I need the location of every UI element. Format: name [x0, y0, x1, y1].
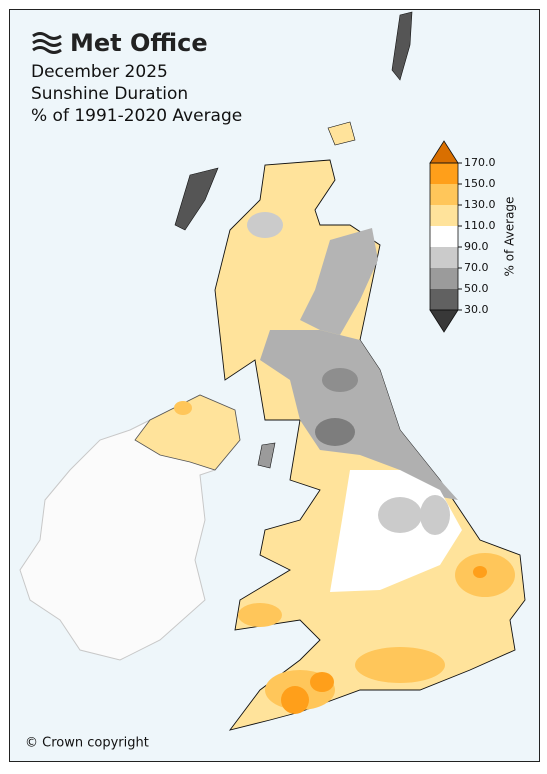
region: [260, 330, 458, 500]
isle-of-man: [257, 442, 276, 469]
region: [355, 647, 445, 683]
region: [315, 418, 355, 446]
region: [247, 212, 283, 238]
colorbar-label: % of Average: [503, 197, 517, 277]
colorbar-tick-label: 110.0: [464, 219, 496, 232]
colorbar-tick-label: 90.0: [464, 240, 489, 253]
colorbar-tick-label: 30.0: [464, 303, 489, 316]
colorbar-tick-label: 70.0: [464, 261, 489, 274]
colorbar-segment: [430, 226, 458, 247]
colorbar-tick-label: 130.0: [464, 198, 496, 211]
region: [420, 495, 450, 535]
logo-mark: [32, 32, 62, 54]
title-line: % of 1991-2020 Average: [31, 106, 242, 126]
title-line: Sunshine Duration: [31, 84, 188, 104]
colorbar-segment: [430, 247, 458, 268]
logo: Met Office: [70, 29, 208, 57]
region: [174, 401, 192, 415]
shetland: [391, 11, 413, 81]
colorbar-tick-label: 150.0: [464, 177, 496, 190]
region: [238, 603, 282, 627]
colorbar-segment: [430, 205, 458, 226]
colorbar-segment: [430, 289, 458, 310]
region: [378, 497, 422, 533]
orkney: [327, 121, 356, 146]
colorbar-tick-label: 170.0: [464, 156, 496, 169]
region: [473, 566, 487, 578]
copyright: © Crown copyright: [25, 736, 149, 751]
region: [322, 368, 358, 392]
colorbar-frame: [429, 162, 459, 311]
title-line: December 2025: [31, 62, 168, 82]
region: [281, 686, 309, 714]
colorbar-segment: [430, 184, 458, 205]
northern-ireland: [134, 394, 241, 471]
colorbar-segment: [430, 163, 458, 184]
colorbar-segment: [430, 268, 458, 289]
region: [310, 672, 334, 692]
colorbar-tick-label: 50.0: [464, 282, 489, 295]
region: [300, 228, 378, 335]
outer-hebrides: [174, 167, 219, 231]
